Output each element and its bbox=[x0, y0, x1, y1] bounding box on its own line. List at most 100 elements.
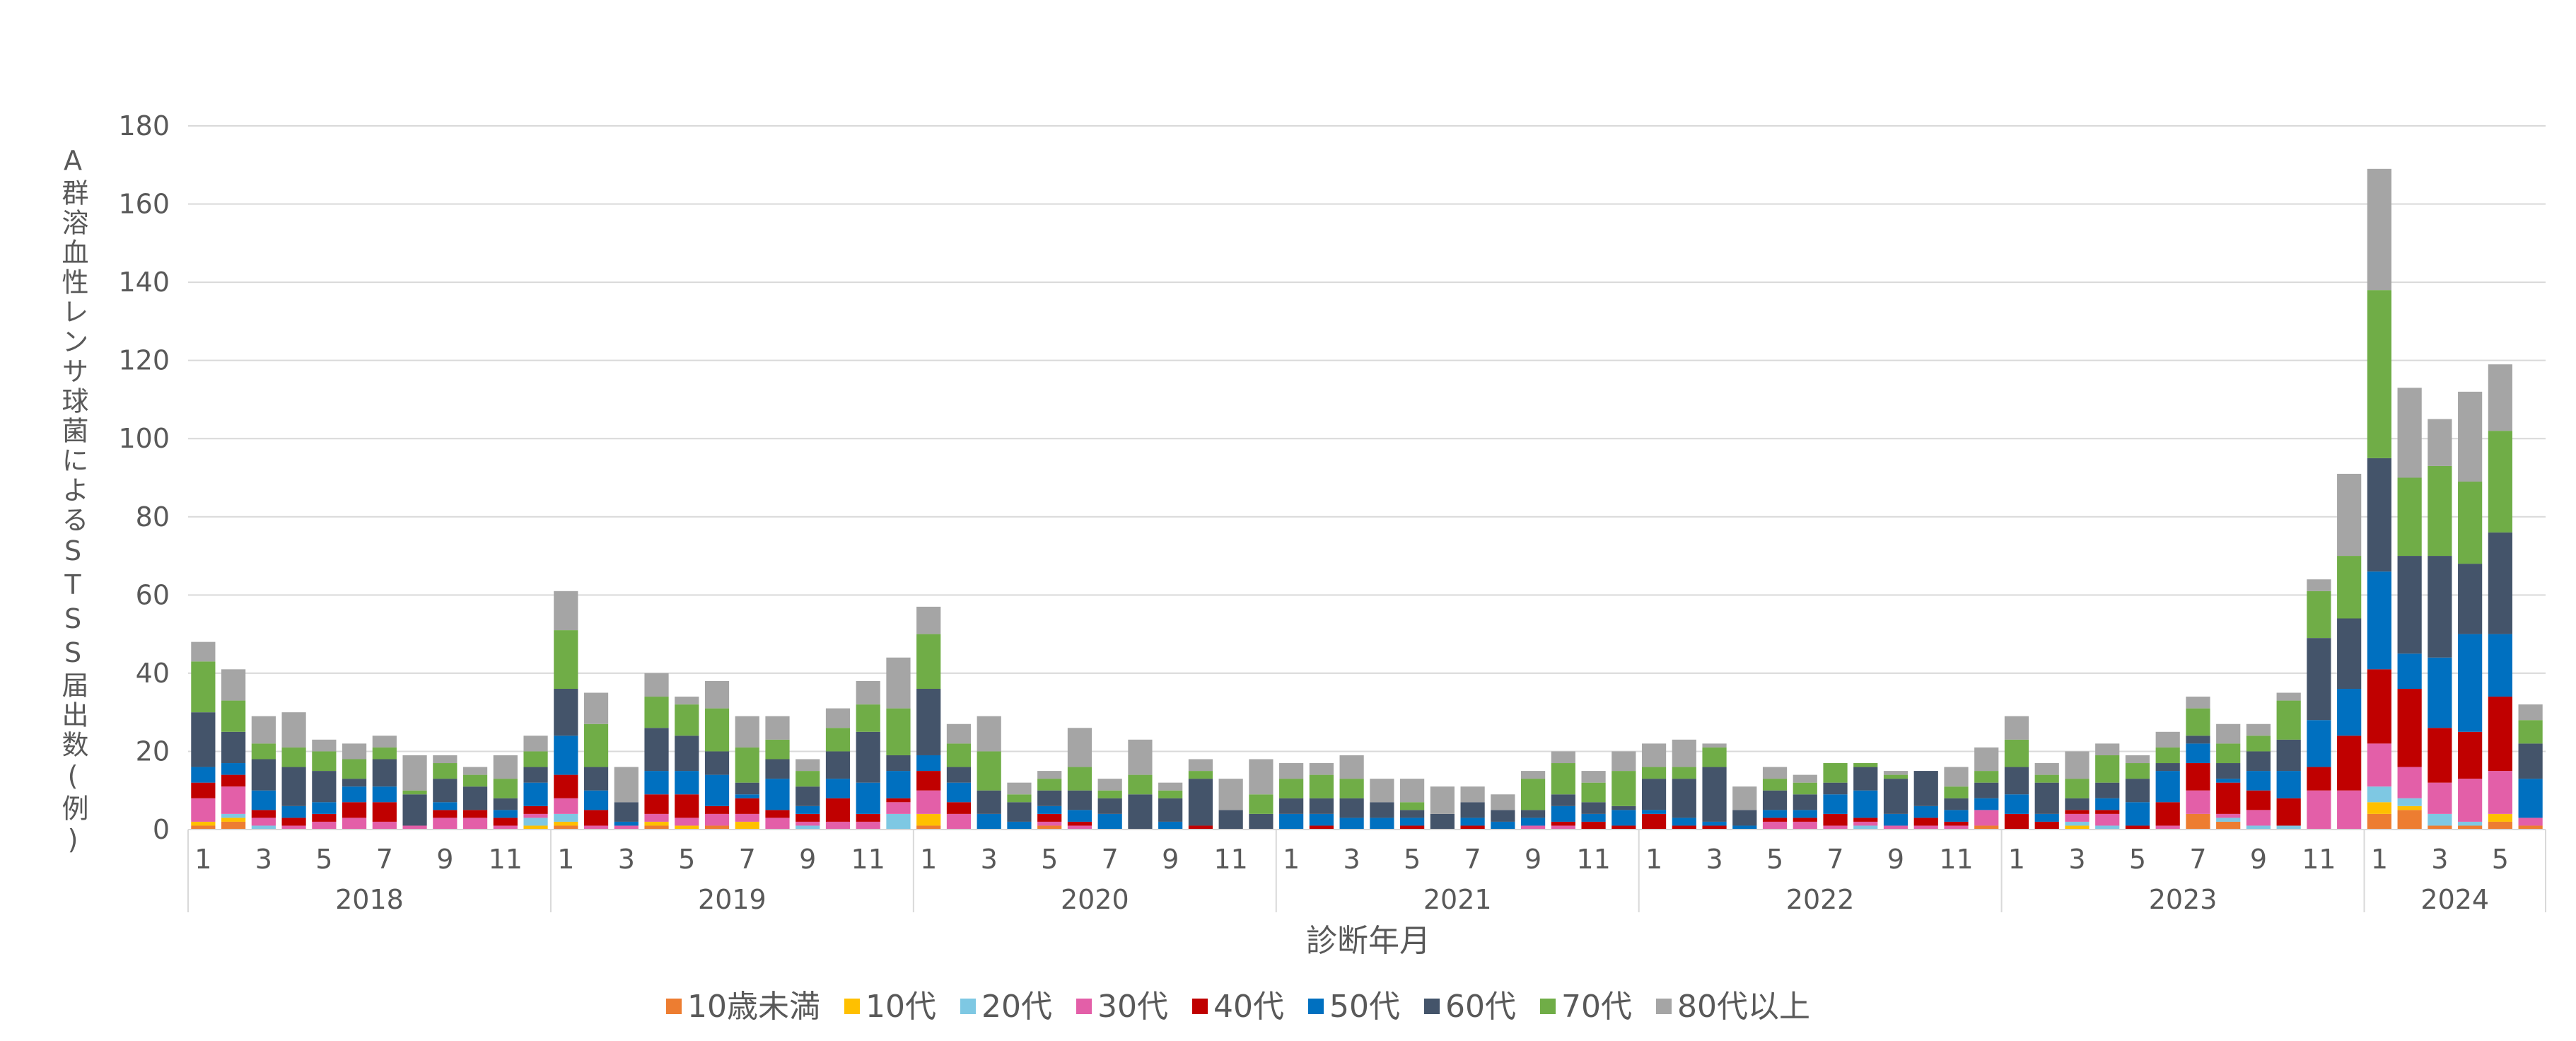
bar-segment bbox=[704, 825, 730, 830]
legend-swatch bbox=[1076, 999, 1092, 1014]
bar-segment bbox=[1702, 825, 1727, 830]
bar-segment bbox=[946, 802, 972, 814]
bar-segment bbox=[2367, 669, 2392, 744]
bar-segment bbox=[2337, 473, 2362, 557]
bar-segment bbox=[825, 751, 851, 779]
bar-segment bbox=[493, 779, 518, 798]
bar-segment bbox=[977, 751, 1001, 791]
bar-segment bbox=[1853, 825, 1878, 830]
bar-segment bbox=[281, 806, 306, 818]
bar-segment bbox=[523, 825, 548, 830]
bar-segment bbox=[1188, 771, 1213, 779]
y-axis-ticks: 0 20 40 60 80 100 120 140 160 180 bbox=[118, 110, 170, 845]
bar-segment bbox=[2337, 556, 2362, 619]
bar-segment bbox=[1218, 779, 1243, 810]
bars bbox=[191, 168, 2543, 830]
bar-segment bbox=[1067, 790, 1092, 810]
x-tick-label: 5 bbox=[2129, 844, 2146, 875]
bar-segment bbox=[2518, 779, 2543, 818]
bar-segment bbox=[251, 743, 276, 760]
bar-segment bbox=[312, 821, 337, 830]
bar-segment bbox=[2307, 591, 2331, 639]
bar-segment bbox=[2095, 825, 2120, 830]
bar-segment bbox=[1158, 782, 1183, 791]
bar-segment bbox=[825, 779, 851, 798]
bar-segment bbox=[2216, 763, 2241, 779]
year-label: 2020 bbox=[1061, 884, 1129, 915]
bar-segment bbox=[765, 739, 790, 760]
bar-segment bbox=[1641, 767, 1667, 779]
bar-segment bbox=[554, 798, 578, 814]
x-tick-label: 1 bbox=[194, 844, 211, 875]
bar-segment bbox=[765, 779, 790, 810]
bar-segment bbox=[1702, 747, 1727, 767]
bar-segment bbox=[402, 794, 427, 826]
bar-segment bbox=[433, 802, 457, 810]
bar-segment bbox=[372, 759, 397, 787]
bar-segment bbox=[1913, 825, 1938, 830]
y-tick-label: 80 bbox=[136, 501, 170, 533]
bar-segment bbox=[1007, 794, 1032, 803]
bar-segment bbox=[372, 747, 397, 760]
x-tick-label: 11 bbox=[489, 844, 523, 875]
bar-segment bbox=[221, 763, 246, 775]
bar-segment bbox=[2428, 782, 2452, 814]
bar-segment bbox=[433, 763, 457, 779]
x-tick-label: 1 bbox=[1283, 844, 1300, 875]
bar-segment bbox=[2337, 618, 2362, 689]
legend-label: 10歳未満 bbox=[687, 989, 820, 1025]
bar-segment bbox=[251, 716, 276, 744]
year-label: 2019 bbox=[698, 884, 767, 915]
bar-segment bbox=[1520, 818, 1546, 826]
bar-segment bbox=[523, 782, 548, 806]
x-tick-label: 9 bbox=[436, 844, 453, 875]
bar-segment bbox=[2216, 779, 2241, 783]
legend: 10歳未満 10代 20代 30代 40代 50代 60代 70代 80代以上 bbox=[666, 989, 1810, 1025]
bar-segment bbox=[2065, 813, 2090, 822]
bar-segment bbox=[191, 825, 216, 830]
bar-segment bbox=[765, 759, 790, 779]
bar-segment bbox=[765, 818, 790, 830]
bar-segment bbox=[1974, 810, 1999, 826]
y-axis-label: A群溶血性レンサ球菌によるSTSS届出数(例) bbox=[57, 145, 88, 858]
bar-segment bbox=[735, 794, 759, 798]
bar-segment bbox=[1612, 751, 1636, 772]
bar-segment bbox=[1974, 771, 1999, 783]
bar-segment bbox=[704, 708, 730, 752]
bar-segment bbox=[312, 739, 337, 752]
bar-segment bbox=[886, 708, 911, 755]
bar-segment bbox=[1067, 825, 1092, 830]
bar-segment bbox=[644, 813, 669, 822]
bar-segment bbox=[856, 680, 880, 705]
bar-segment bbox=[2034, 774, 2059, 783]
bar-segment bbox=[2458, 825, 2483, 830]
bar-segment bbox=[1097, 790, 1122, 798]
x-tick-label: 9 bbox=[1162, 844, 1179, 875]
bar-segment bbox=[2186, 697, 2210, 709]
bar-segment bbox=[2125, 763, 2150, 779]
bar-segment bbox=[2488, 697, 2512, 772]
bar-segment bbox=[1793, 810, 1817, 818]
bar-segment bbox=[1279, 798, 1304, 814]
bar-segment bbox=[1279, 763, 1304, 779]
x-tick-label: 5 bbox=[678, 844, 695, 875]
x-tick-label: 11 bbox=[1939, 844, 1973, 875]
bar-segment bbox=[2276, 739, 2301, 772]
bar-segment bbox=[1551, 794, 1575, 806]
bar-segment bbox=[1067, 767, 1092, 791]
bar-segment bbox=[2004, 813, 2029, 830]
bar-segment bbox=[2155, 731, 2180, 748]
bar-segment bbox=[2095, 810, 2120, 814]
legend-swatch bbox=[844, 999, 860, 1014]
bar-segment bbox=[1883, 813, 1908, 826]
bar-segment bbox=[462, 810, 488, 818]
x-tick-label: 7 bbox=[1464, 844, 1481, 875]
bar-segment bbox=[735, 747, 759, 783]
bar-segment bbox=[946, 723, 972, 744]
x-tick-label: 3 bbox=[1706, 844, 1723, 875]
bar-segment bbox=[644, 728, 669, 772]
bar-segment bbox=[1218, 810, 1243, 830]
bar-segment bbox=[1581, 813, 1606, 822]
bar-segment bbox=[1551, 821, 1575, 826]
bar-segment bbox=[191, 798, 216, 822]
